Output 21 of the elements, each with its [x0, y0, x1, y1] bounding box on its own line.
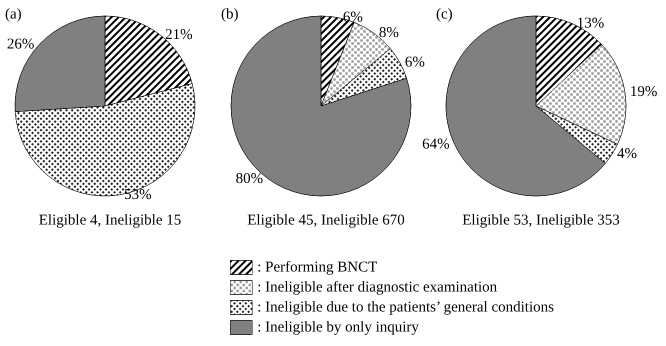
slice-label: (c)	[436, 6, 453, 22]
legend-label: : Performing BNCT	[257, 260, 378, 276]
data-label: 64%	[422, 136, 450, 152]
data-label: 4%	[616, 146, 637, 162]
data-label: 26%	[6, 36, 34, 52]
legend-label: : Ineligible due to the patients’ general conditions	[257, 300, 554, 316]
data-label: 6%	[404, 54, 425, 71]
legend-label: : Ineligible after diagnostic examination	[257, 280, 498, 296]
text: Eligible 53, Ineligible 353	[462, 212, 620, 228]
data-label: 6%	[342, 10, 363, 26]
data-label: 53%	[124, 186, 152, 203]
slice-label: (b)	[221, 6, 238, 22]
slice-label: (a)	[5, 6, 22, 22]
text: Eligible 4, Ineligible 15	[38, 212, 182, 228]
data-label: 21%	[165, 26, 193, 43]
data-label: 8%	[378, 25, 399, 42]
legend-label: : Ineligible by only inquiry	[257, 320, 420, 336]
data-label: 80%	[236, 170, 264, 187]
data-label: 19%	[630, 84, 658, 100]
text: Eligible 45, Ineligible 670	[247, 212, 405, 228]
data-label: 13%	[576, 15, 604, 32]
